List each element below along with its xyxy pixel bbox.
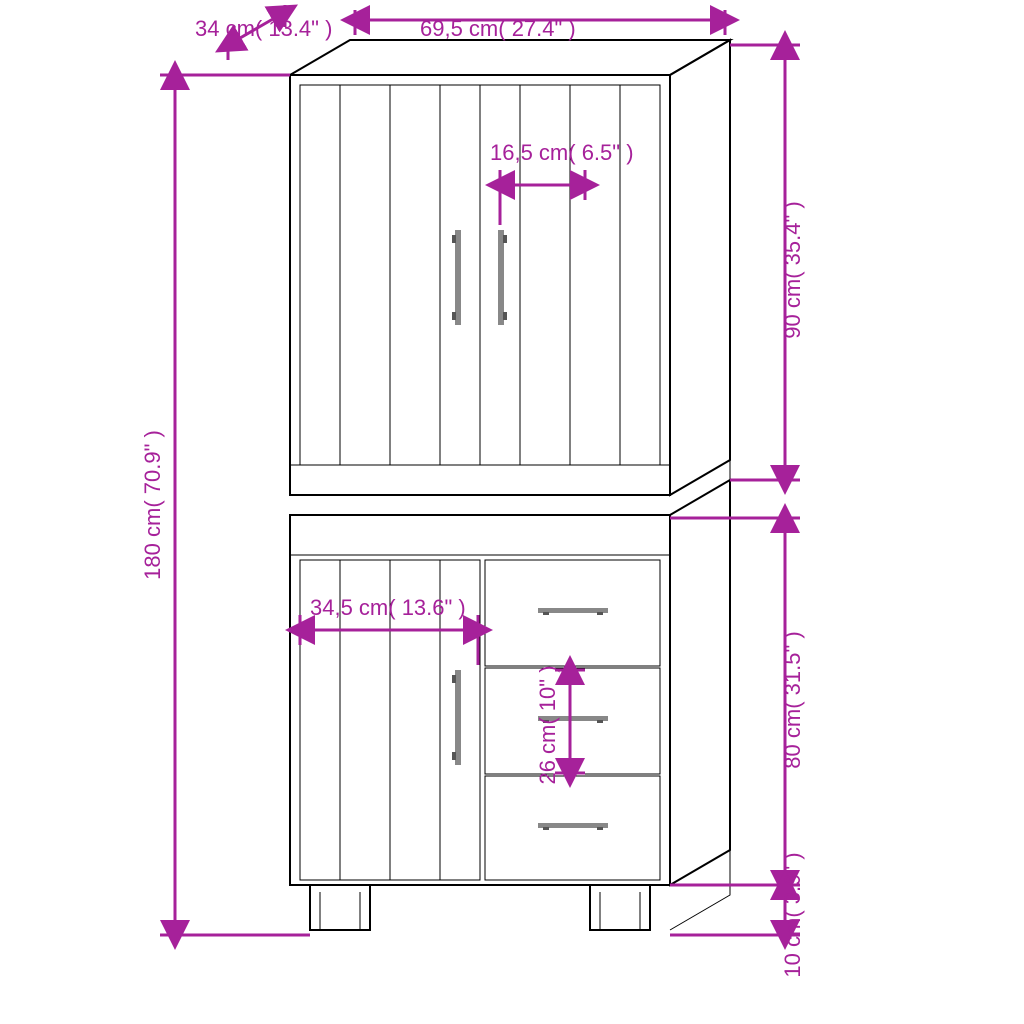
dim-drawer-height: 26 cm( 10" )	[535, 665, 560, 784]
dim-leg-height: 10 cm( 3.9" )	[780, 852, 805, 977]
dim-lower-height: 80 cm( 31.5" )	[780, 631, 805, 768]
dim-door-width: 34,5 cm( 13.6" )	[310, 595, 466, 620]
dim-upper-height: 90 cm( 35.4" )	[780, 201, 805, 338]
dim-depth: 34 cm( 13.4" )	[195, 16, 332, 41]
dim-handle-offset: 16,5 cm( 6.5" )	[490, 140, 634, 165]
dim-total-height: 180 cm( 70.9" )	[140, 430, 165, 580]
dim-width: 69,5 cm( 27.4" )	[420, 16, 576, 41]
